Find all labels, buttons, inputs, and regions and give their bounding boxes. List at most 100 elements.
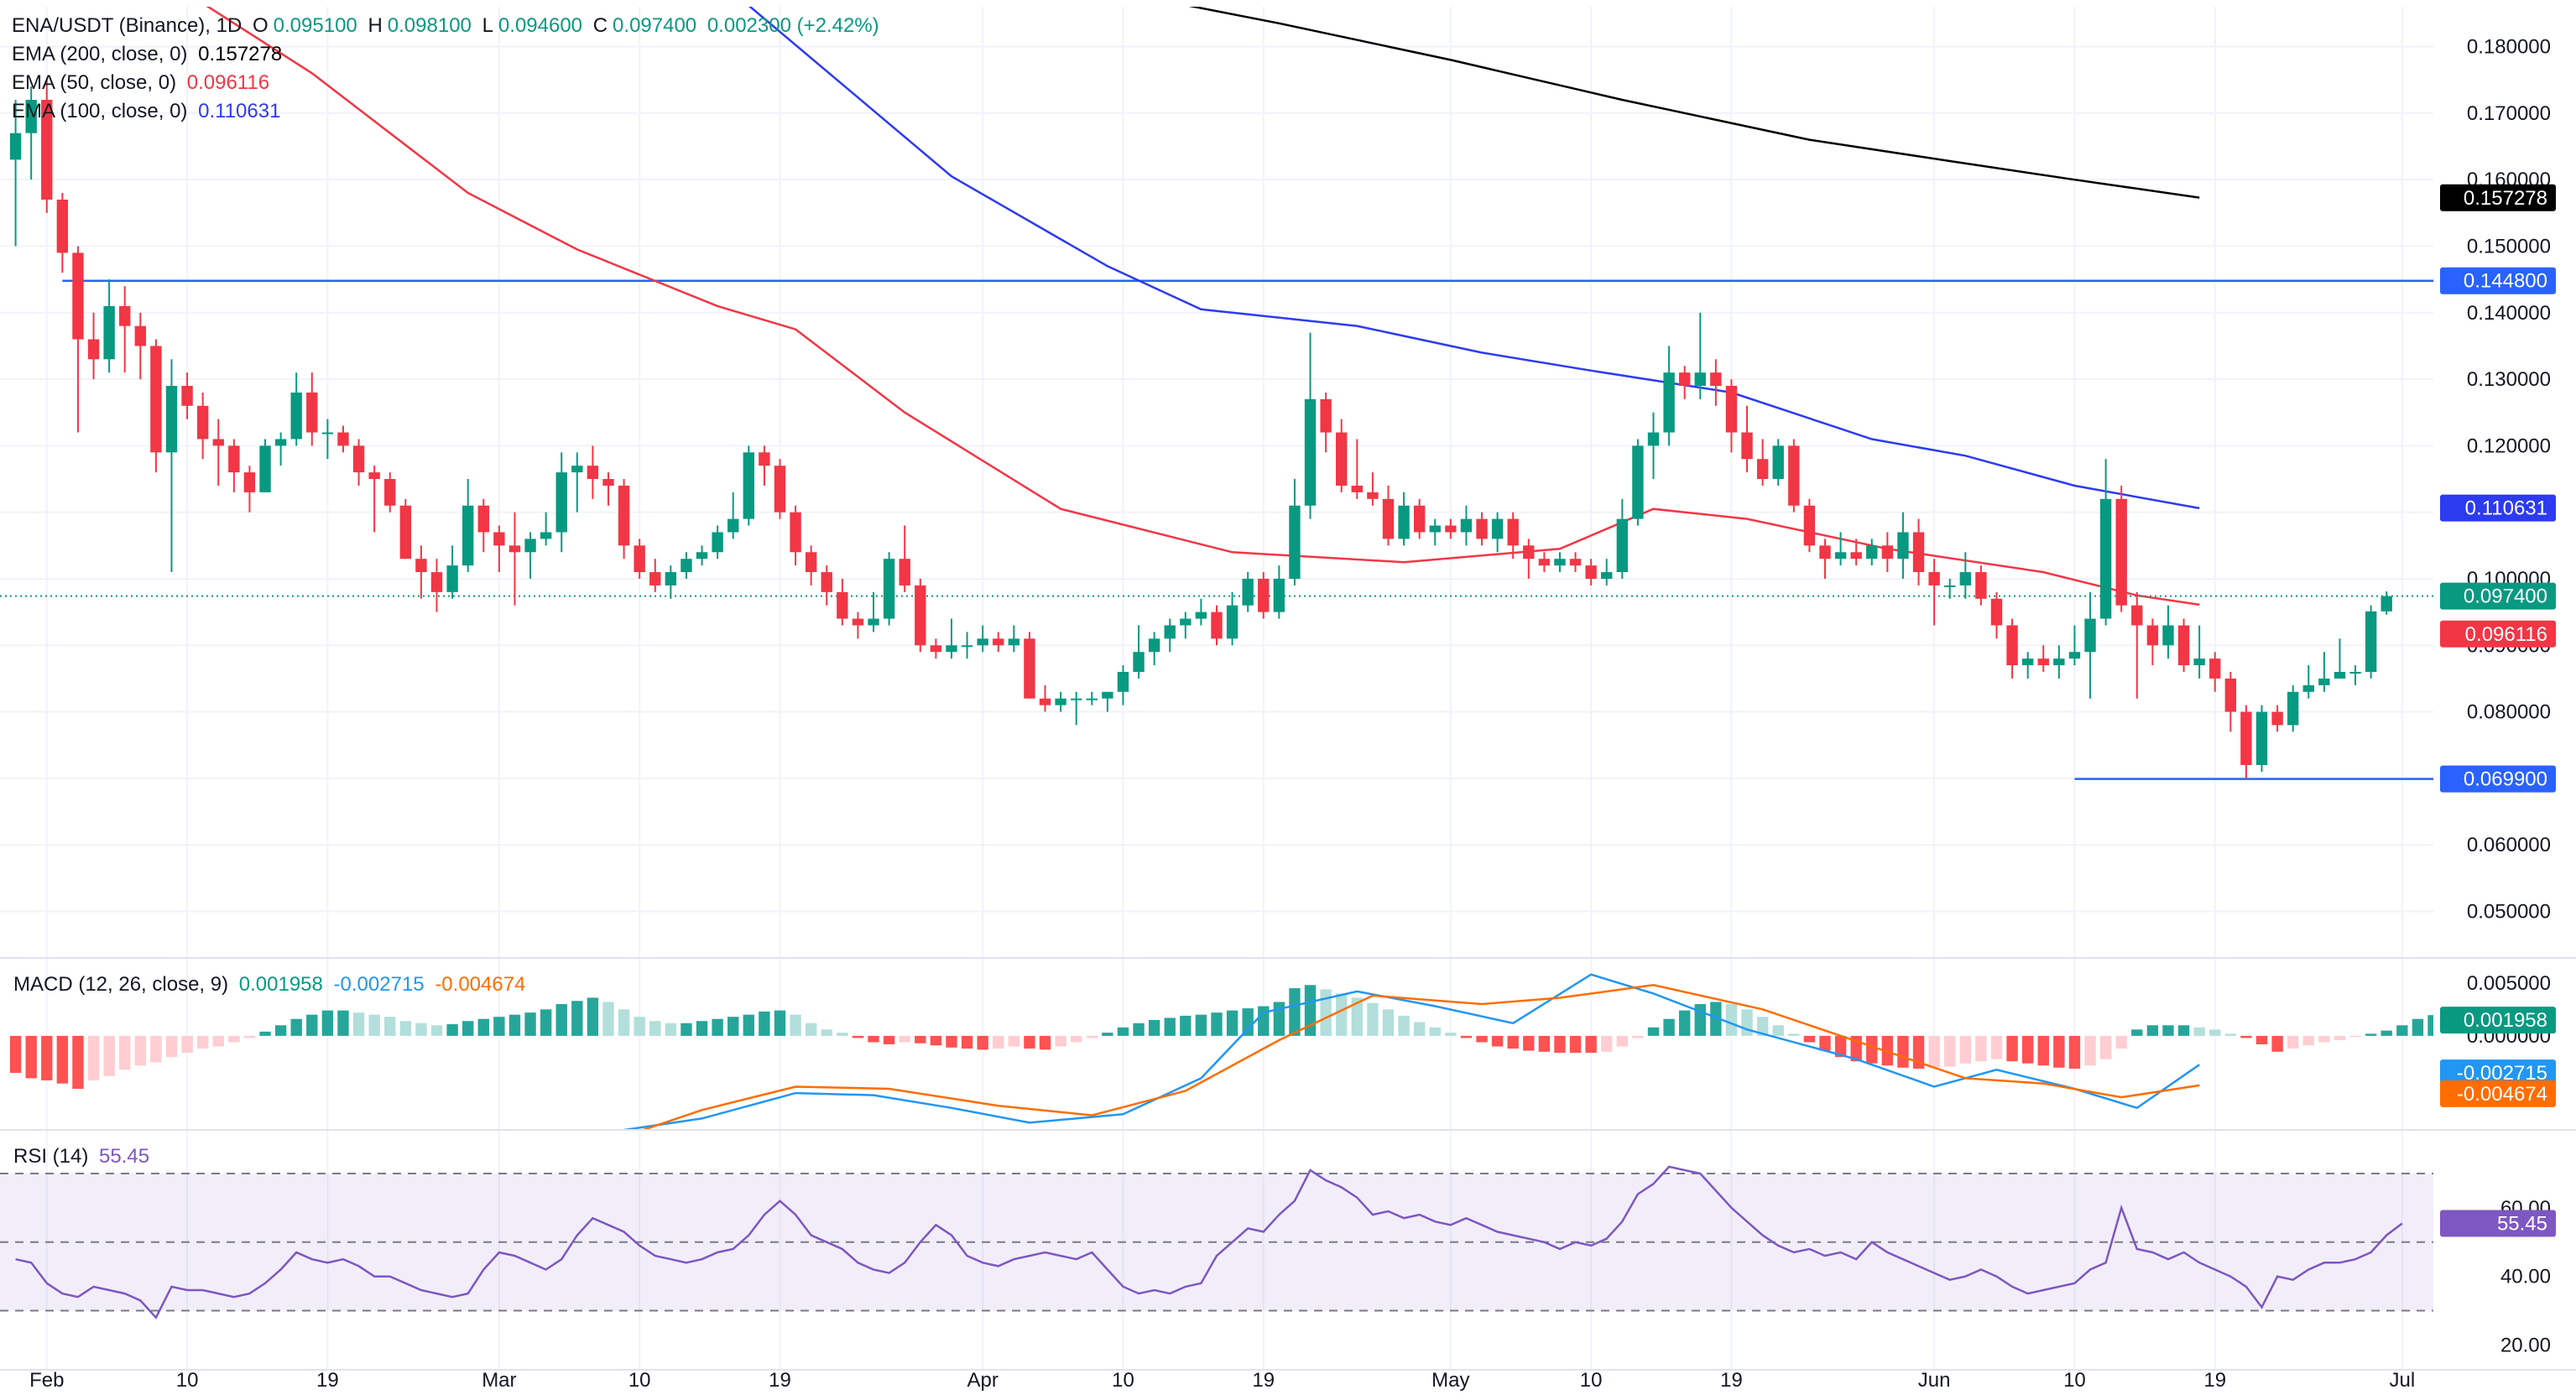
price-axis-label: 0.140000 xyxy=(2467,302,2551,325)
candle xyxy=(2240,705,2252,779)
candle-body xyxy=(2162,625,2174,646)
candle-body xyxy=(837,591,848,619)
candle xyxy=(571,452,583,513)
candle xyxy=(9,100,22,247)
candle-body xyxy=(696,552,708,559)
candle-body xyxy=(1850,552,1862,559)
macd-histogram-bar xyxy=(1055,1035,1066,1047)
time-axis-label: Jul xyxy=(2389,1369,2415,1392)
ema100-legend-name: EMA (100, close, 0) xyxy=(12,100,188,122)
candle xyxy=(1398,492,1410,546)
macd-histogram-bar xyxy=(696,1021,708,1036)
time-axis-label: 10 xyxy=(2063,1369,2086,1392)
candle-body xyxy=(1601,572,1613,579)
price-axis-label: 0.130000 xyxy=(2467,368,2551,391)
candle xyxy=(1180,612,1192,639)
candle xyxy=(961,632,973,659)
candle-body xyxy=(2006,625,2018,666)
candle-body xyxy=(41,100,53,200)
candle-body xyxy=(1616,518,1629,573)
macd-histogram-bar xyxy=(1180,1015,1192,1036)
macd-histogram-bar xyxy=(274,1025,287,1036)
time-axis-label: Feb xyxy=(29,1369,64,1392)
candle-body xyxy=(352,445,365,473)
macd-histogram-bar xyxy=(119,1035,131,1070)
candle-body xyxy=(1429,525,1441,533)
price-axis-label: 0.150000 xyxy=(2467,235,2551,258)
macd-histogram-bar xyxy=(2115,1035,2127,1049)
candle xyxy=(1881,532,1894,573)
candle xyxy=(1975,565,1987,606)
time-axis-label: 19 xyxy=(2203,1369,2226,1392)
candles xyxy=(9,80,2392,779)
candle xyxy=(352,439,365,486)
candle-body xyxy=(1226,605,1238,639)
macd-histogram-bar xyxy=(1679,1010,1691,1036)
candle xyxy=(1413,498,1426,539)
macd-histogram-bar xyxy=(165,1035,178,1058)
candle xyxy=(196,392,209,460)
candle xyxy=(727,492,739,539)
candle-body xyxy=(415,559,427,573)
candle xyxy=(2224,672,2237,732)
candle xyxy=(1959,552,1971,599)
candle-body xyxy=(805,552,817,573)
candle xyxy=(743,445,754,526)
time-axis-label: 10 xyxy=(176,1369,199,1392)
macd-hist-tag-bg xyxy=(2440,1007,2556,1034)
macd-histogram-bar xyxy=(790,1014,801,1036)
macd-histogram-bar xyxy=(977,1035,988,1050)
ema50-tag-text: 0.096116 xyxy=(2465,623,2547,646)
ema200-legend[interactable]: EMA (200, close, 0) 0.157278 xyxy=(12,40,884,69)
candle-body xyxy=(1382,498,1395,539)
candle xyxy=(1289,479,1301,586)
macd-histogram-bar xyxy=(228,1035,240,1043)
candle xyxy=(587,445,599,499)
macd-histogram-bar xyxy=(462,1021,474,1036)
macd-histogram-bar xyxy=(134,1035,146,1066)
candle-body xyxy=(259,445,271,492)
symbol-title[interactable]: ENA/USDT (Binance), 1D xyxy=(12,14,242,37)
candle xyxy=(1382,485,1395,546)
candle xyxy=(1866,539,1878,566)
candle-body xyxy=(2068,652,2081,659)
macd-histogram-bar xyxy=(321,1010,334,1036)
candle xyxy=(181,372,193,419)
rsi-legend[interactable]: RSI (14) 55.45 xyxy=(13,1142,154,1171)
macd-histogram-bar xyxy=(9,1035,22,1074)
macd-histogram-bar xyxy=(1164,1017,1176,1036)
candle-body xyxy=(446,565,458,592)
candle-body xyxy=(1819,545,1831,559)
candle xyxy=(602,472,614,506)
macd-histogram-bar xyxy=(774,1010,786,1036)
candle-body xyxy=(930,645,942,653)
candle-body xyxy=(1834,552,1847,559)
support-tag: 0.069900 xyxy=(2440,765,2556,793)
macd-histogram-bar xyxy=(2162,1025,2174,1036)
candle-body xyxy=(1679,372,1691,387)
candle xyxy=(774,459,786,519)
candle xyxy=(1585,559,1597,586)
candle xyxy=(1990,591,2003,639)
macd-histogram-bar xyxy=(587,997,599,1036)
ema50-legend[interactable]: EMA (50, close, 0) 0.096116 xyxy=(12,69,884,97)
candle-body xyxy=(1086,698,1098,700)
candle xyxy=(618,479,630,559)
candle-body xyxy=(1694,372,1706,387)
macd-histogram-bar xyxy=(1632,1035,1644,1038)
change-value: 0.002300 (+2.42%) xyxy=(707,14,879,37)
candle-body xyxy=(2287,691,2299,726)
macd-histogram-bar xyxy=(1756,1017,1769,1036)
macd-histogram-bar xyxy=(1554,1035,1566,1054)
candle xyxy=(1008,625,1020,653)
candle xyxy=(1710,359,1722,406)
candle-body xyxy=(1055,698,1066,705)
macd-histogram-bar xyxy=(727,1017,739,1036)
ema100-legend[interactable]: EMA (100, close, 0) 0.110631 xyxy=(12,97,884,126)
macd-histogram-bar xyxy=(1398,1015,1410,1036)
macd-histogram-bar xyxy=(290,1018,302,1036)
candle-body xyxy=(477,505,489,533)
time-axis: Feb 10 19 Mar 10 19 Apr 10 19 May 10 19 Jun 10 19 Jul xyxy=(29,1369,2415,1392)
macd-legend[interactable]: MACD (12, 26, close, 9) 0.001958 -0.0027… xyxy=(13,971,530,999)
candle xyxy=(150,339,162,473)
